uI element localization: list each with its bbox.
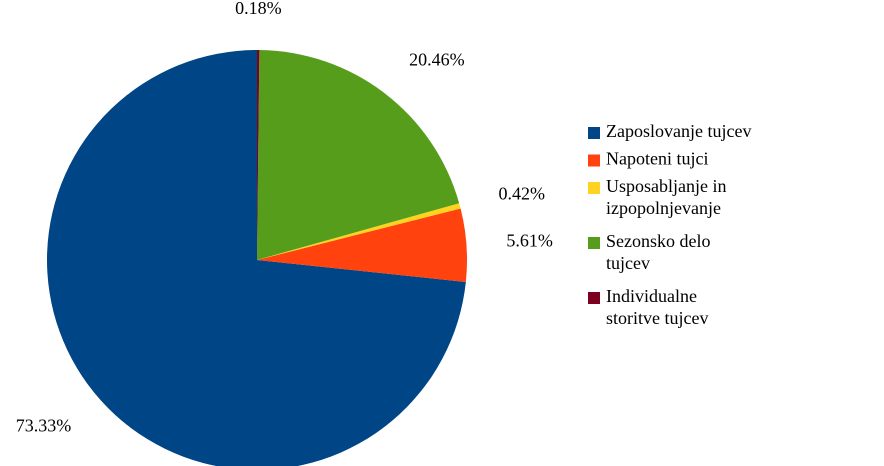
pie-slice xyxy=(47,50,466,466)
pie-slice xyxy=(257,50,260,260)
data-label: 73.33% xyxy=(16,415,72,435)
data-label: 20.46% xyxy=(409,50,465,70)
pie-slice xyxy=(257,50,460,261)
legend-label: Napoteni tujci xyxy=(606,149,708,169)
data-label: 0.42% xyxy=(499,184,546,204)
pie-slice xyxy=(257,203,461,260)
legend-swatch xyxy=(588,292,600,304)
legend-swatch xyxy=(588,127,600,139)
pie-slice xyxy=(257,208,468,282)
legend-swatch xyxy=(588,154,600,167)
data-label: 5.61% xyxy=(506,230,553,250)
legend-label: Sezonsko delo tujcev xyxy=(606,231,710,273)
legend-swatch xyxy=(588,237,600,249)
legend-label: Zaposlovanje tujcev xyxy=(606,121,751,141)
legend-swatch xyxy=(588,182,600,194)
legend-label: Individualne storitve tujcev xyxy=(606,286,708,328)
legend-label: Usposabljanje in izpopolnjevanje xyxy=(606,176,726,218)
data-label: 0.18% xyxy=(235,0,282,18)
